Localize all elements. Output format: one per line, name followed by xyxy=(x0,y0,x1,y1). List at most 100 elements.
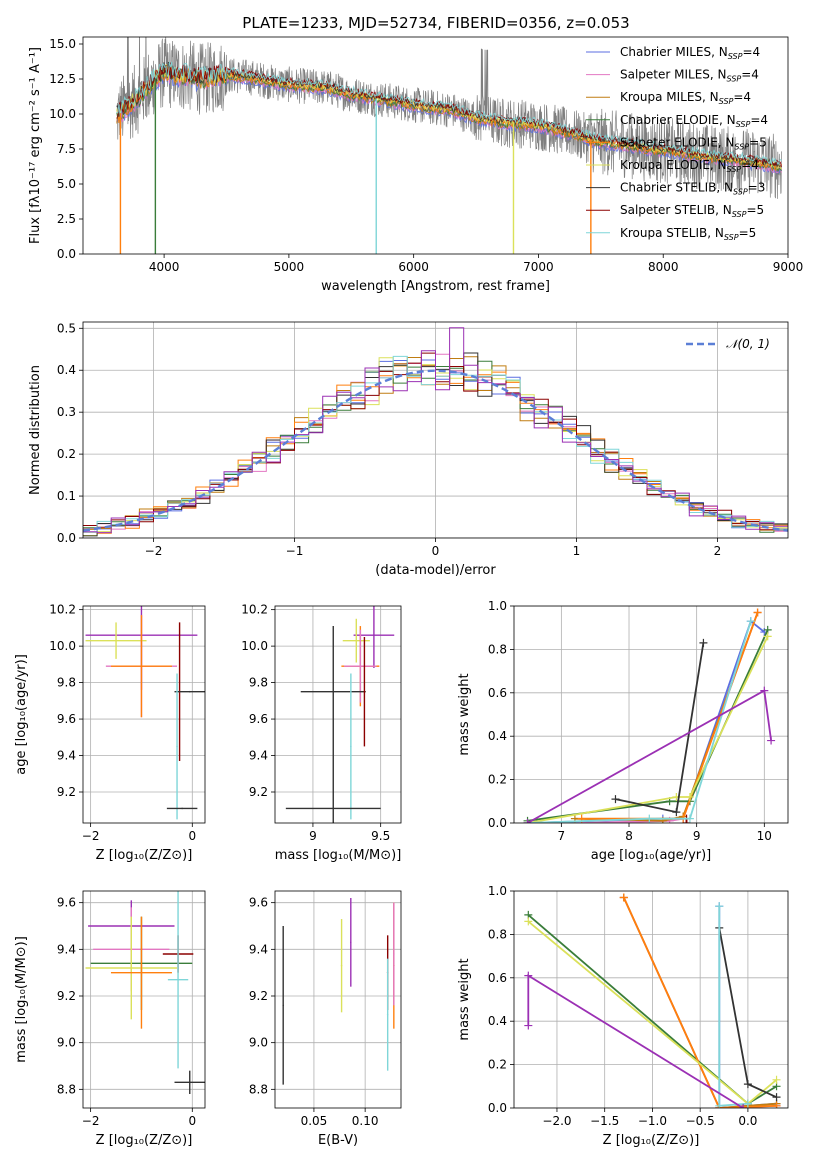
legend-label: Kroupa ELODIE, NSSP=4 xyxy=(620,158,759,174)
x-tick-label: 6000 xyxy=(398,260,429,274)
plot-area xyxy=(514,891,788,1108)
y-tick-label: 0.5 xyxy=(57,321,76,335)
plus-marker xyxy=(760,686,769,695)
y-axis-label: age [log₁₀(age/yr)] xyxy=(14,654,29,775)
plus-marker xyxy=(619,893,628,902)
y-tick-label: 9.6 xyxy=(249,896,268,910)
data-point xyxy=(350,941,352,944)
legend-label: Salpeter MILES, NSSP=4 xyxy=(620,68,759,84)
mass-weight-line xyxy=(527,689,772,823)
mass-weight-line xyxy=(527,619,765,823)
legend-label: Salpeter STELIB, NSSP=5 xyxy=(620,203,764,219)
data-layer xyxy=(282,898,395,1085)
plot-area xyxy=(116,37,782,254)
legend-name: Kroupa STELIB, N xyxy=(620,226,724,240)
x-tick-label: 9 xyxy=(693,829,701,843)
mass-weight-line xyxy=(527,636,769,823)
legend-subscript: SSP xyxy=(728,52,743,61)
legend-subscript: SSP xyxy=(727,165,742,174)
data-point xyxy=(282,1004,284,1007)
data-layer xyxy=(85,606,205,820)
y-axis-label: mass weight xyxy=(457,673,472,755)
y-tick-label: 8.8 xyxy=(249,1082,268,1096)
y-tick-label: 12.5 xyxy=(49,72,76,86)
data-point xyxy=(177,978,179,981)
axes-frame xyxy=(274,605,402,824)
legend-subscript: SSP xyxy=(719,97,734,106)
mass-weight-line xyxy=(622,897,777,1108)
plus-marker xyxy=(523,819,532,823)
plus-marker xyxy=(715,1101,724,1108)
legend-subscript: SSP xyxy=(734,142,749,151)
y-tick-label: 0.0 xyxy=(57,531,76,545)
axes-frame xyxy=(513,890,789,1109)
y-tick-label: 0.2 xyxy=(57,447,76,461)
y-tick-label: 10.0 xyxy=(241,639,268,653)
legend-suffix: =5 xyxy=(749,135,767,149)
grid-lines xyxy=(275,606,401,823)
legend-label: Chabrier STELIB, NSSP=3 xyxy=(620,181,765,197)
x-axis-label: Z [log₁₀(Z/Z⊙)] xyxy=(603,1133,700,1148)
y-tick-label: 9.8 xyxy=(249,676,268,690)
y-axis-label: Normed distribution xyxy=(28,365,43,495)
panel-mass_vs_Z: −2 0 8.8 9.0 9.2 9.4 9.6 Z [log₁₀(Z/Z⊙)] mass [l… xyxy=(14,890,206,1148)
figure-title: PLATE=1233, MJD=52734, FIBERID=0356, z=0… xyxy=(242,14,629,32)
y-tick-label: 9.0 xyxy=(249,1036,268,1050)
y-tick-label: 0.1 xyxy=(57,489,76,503)
y-tick-label: 5.0 xyxy=(57,177,76,191)
legend-label: Kroupa MILES, NSSP=4 xyxy=(620,90,751,106)
panel-age_vs_mass: 9 9.5 9.2 9.4 9.6 9.8 10.0 10.2 mass [log₁₀(M/M⊙… xyxy=(241,603,402,863)
axes-frame xyxy=(82,321,789,539)
grid-lines xyxy=(514,606,788,823)
x-tick-label: 0 xyxy=(432,544,440,558)
legend-label-gaussian: 𝒩(0, 1) xyxy=(726,337,770,351)
data-layer xyxy=(116,37,782,254)
plus-marker xyxy=(767,736,776,745)
x-tick-label: 8 xyxy=(625,829,633,843)
data-layer xyxy=(524,893,781,1108)
y-tick-label: 0.4 xyxy=(57,363,76,377)
x-tick-label: −1.5 xyxy=(590,1114,619,1128)
y-tick-label: 9.4 xyxy=(249,942,268,956)
model-line-8 xyxy=(116,61,782,166)
y-tick-label: 9.6 xyxy=(57,712,76,726)
data-point xyxy=(386,1013,389,1016)
y-tick-label: 0.0 xyxy=(488,816,507,830)
x-axis-label: Z [log₁₀(Z/Z⊙)] xyxy=(96,1133,193,1148)
histogram-step-line-9 xyxy=(83,327,788,534)
axes-frame xyxy=(82,36,789,255)
x-tick-label: 0.0 xyxy=(738,1114,757,1128)
plus-marker xyxy=(672,808,681,817)
x-tick-label: 9 xyxy=(309,829,317,843)
legend-name: Salpeter ELODIE, N xyxy=(620,135,734,149)
x-axis-label: Z [log₁₀(Z/Z⊙)] xyxy=(96,848,193,863)
legend-label: Kroupa STELIB, NSSP=5 xyxy=(620,226,756,242)
data-point xyxy=(130,967,133,969)
data-layer xyxy=(523,608,776,823)
y-tick-label: 9.4 xyxy=(57,749,76,763)
legend-suffix: =4 xyxy=(742,45,760,59)
y-tick-label: 0.0 xyxy=(488,1101,507,1115)
plot-area xyxy=(83,891,205,1108)
plus-marker xyxy=(685,814,694,823)
y-tick-label: 1.0 xyxy=(488,884,507,898)
data-point xyxy=(188,690,191,693)
data-point xyxy=(332,807,335,810)
plot-area xyxy=(275,606,401,823)
x-tick-label: 8000 xyxy=(648,260,679,274)
legend-label: Chabrier MILES, NSSP=4 xyxy=(620,45,760,61)
mass-weight-line xyxy=(581,612,759,823)
gaussian-curve xyxy=(83,369,788,532)
data-point xyxy=(393,953,395,955)
mass-weight-line xyxy=(581,612,759,820)
grid-lines xyxy=(275,891,401,1108)
plus-marker xyxy=(772,1075,781,1084)
legend-name: Salpeter MILES, N xyxy=(620,68,727,82)
plus-marker xyxy=(524,971,533,980)
legend-subscript: SSP xyxy=(733,188,748,197)
data-point xyxy=(115,639,117,642)
y-tick-label: 0.6 xyxy=(488,971,507,985)
y-tick-label: 9.6 xyxy=(249,712,268,726)
